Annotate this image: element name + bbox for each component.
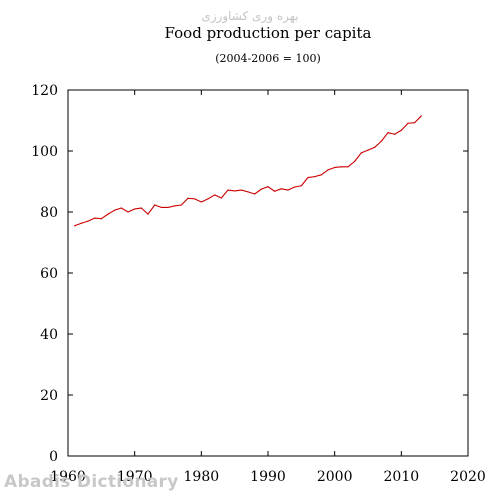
data-point <box>327 169 329 171</box>
chart-subtitle: (2004-2006 = 100) <box>215 52 321 65</box>
data-point <box>240 189 242 191</box>
data-point <box>227 189 229 191</box>
y-tick-label: 40 <box>40 327 58 343</box>
data-point <box>280 188 282 190</box>
data-point <box>314 176 316 178</box>
data-point <box>380 140 382 142</box>
data-point <box>274 190 276 192</box>
data-point <box>354 160 356 162</box>
series-line-0 <box>74 115 422 227</box>
data-point <box>387 132 389 134</box>
data-point <box>267 186 269 188</box>
x-tick-label: 2000 <box>317 469 353 485</box>
data-point <box>294 186 296 188</box>
y-tick-label: 20 <box>40 388 58 404</box>
x-tick-label: 2020 <box>450 469 486 485</box>
data-point <box>400 129 402 131</box>
data-point <box>174 205 176 207</box>
data-point <box>340 166 342 168</box>
y-tick-label: 80 <box>40 205 58 221</box>
watermark-persian-text: بهره وری کشاورزی <box>201 9 299 23</box>
data-point <box>80 222 82 224</box>
data-point <box>200 201 202 203</box>
watermark-abadis-logo: Abadis Dictionary <box>4 472 179 492</box>
data-point <box>374 146 376 148</box>
data-point <box>140 207 142 209</box>
data-point <box>120 207 122 209</box>
data-point <box>180 204 182 206</box>
data-point <box>287 189 289 191</box>
x-tick-label: 1970 <box>117 469 153 485</box>
data-point <box>414 122 416 124</box>
y-tick-label: 60 <box>40 266 58 282</box>
x-tick-label: 2010 <box>384 469 420 485</box>
data-point <box>160 206 162 209</box>
data-point <box>234 190 236 192</box>
data-point <box>207 198 209 200</box>
x-tick-label: 1980 <box>184 469 220 485</box>
data-point <box>407 122 409 124</box>
data-point <box>127 211 129 213</box>
data-point <box>247 191 249 193</box>
data-point <box>260 188 262 190</box>
data-point <box>420 115 422 117</box>
data-point <box>154 204 156 206</box>
data-point <box>307 176 309 179</box>
x-tick-label: 1960 <box>50 469 86 485</box>
data-point <box>114 209 116 211</box>
y-tick-label: 120 <box>31 83 58 99</box>
data-point <box>214 194 216 196</box>
data-point <box>334 166 336 169</box>
chart-title: Food production per capita <box>165 24 372 42</box>
y-axis: 0 20 40 60 80 100 120 <box>31 83 468 465</box>
x-axis: 1960 1970 1980 1990 2000 2010 2020 <box>50 90 486 485</box>
data-point <box>360 152 362 154</box>
data-point <box>347 166 349 168</box>
plot-frame <box>67 89 469 457</box>
data-point <box>220 197 222 199</box>
data-point <box>367 149 369 151</box>
y-tick-label: 100 <box>31 144 58 160</box>
series-layer <box>74 115 422 227</box>
data-point <box>320 174 322 176</box>
data-point <box>167 206 169 209</box>
data-point <box>87 220 89 222</box>
data-point <box>107 213 109 215</box>
data-point <box>187 197 189 199</box>
data-point <box>94 217 96 219</box>
y-tick-label: 0 <box>49 449 58 465</box>
data-point <box>394 133 396 135</box>
data-point <box>300 185 302 187</box>
data-point <box>134 208 136 210</box>
data-point <box>100 218 102 220</box>
data-point <box>147 213 149 215</box>
data-point <box>254 193 256 195</box>
x-tick-label: 1990 <box>250 469 286 485</box>
data-point <box>194 198 196 200</box>
data-point <box>74 225 76 227</box>
